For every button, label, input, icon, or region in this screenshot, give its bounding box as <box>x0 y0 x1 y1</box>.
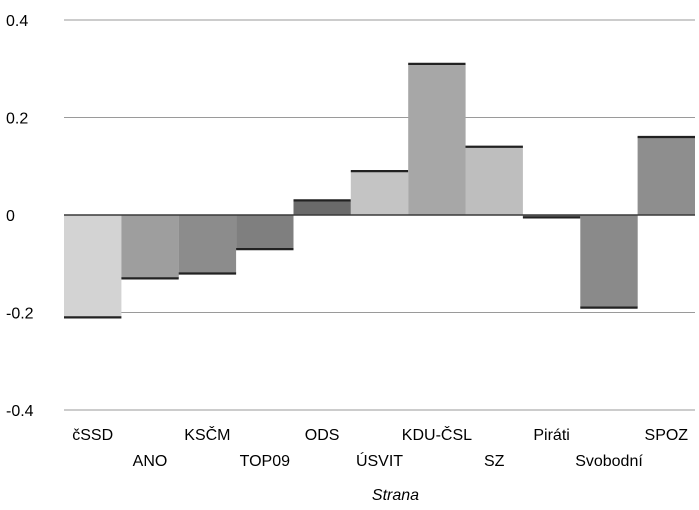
x-category-label: ANO <box>133 453 168 470</box>
x-category-label: Piráti <box>533 427 569 444</box>
x-category-label: KSČM <box>184 425 230 444</box>
x-category-label: KDU-ČSL <box>402 425 472 444</box>
x-category-label: ODS <box>305 427 340 444</box>
bar-9 <box>580 215 638 308</box>
x-category-label: čSSD <box>72 427 113 444</box>
x-axis-title: Strana <box>372 487 419 504</box>
bar-0 <box>64 215 122 318</box>
bar-6 <box>408 63 466 216</box>
y-tick-label: -0.4 <box>6 403 34 420</box>
bar-10 <box>637 137 695 215</box>
bar-7 <box>465 146 523 216</box>
x-category-label: Svobodní <box>575 453 643 470</box>
gridlines <box>64 19 695 411</box>
x-category-label: TOP09 <box>240 453 291 470</box>
bar-2 <box>178 215 237 274</box>
y-tick-label: 0.2 <box>6 111 28 128</box>
y-tick-label: -0.2 <box>6 306 34 323</box>
x-category-label: SZ <box>484 453 505 470</box>
bar-3 <box>236 215 294 250</box>
y-tick-label: 0 <box>6 208 15 225</box>
bars <box>64 62 695 319</box>
y-axis-ticks: 0.4 0.2 0 -0.2 -0.4 <box>6 13 34 420</box>
bar-1 <box>121 215 179 279</box>
x-category-label: ÚSVIT <box>356 451 403 470</box>
bar-8 <box>522 215 581 218</box>
bar-4 <box>293 200 351 215</box>
x-axis-categories: čSSD ANO KSČM TOP09 ODS ÚSVIT KDU-ČSL SZ Piráti S… <box>72 425 688 470</box>
x-category-label: SPOZ <box>645 427 689 444</box>
y-tick-label: 0.4 <box>6 13 28 30</box>
bar-5 <box>350 171 409 215</box>
